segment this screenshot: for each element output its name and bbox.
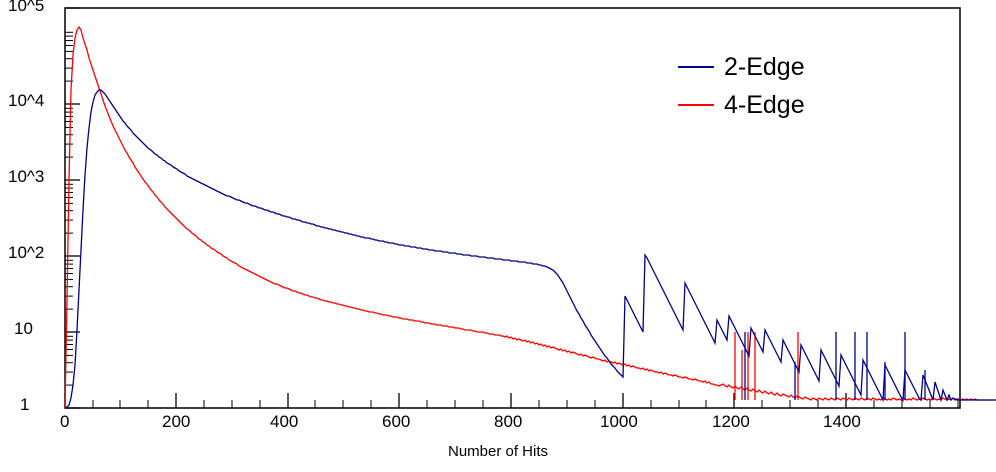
legend-label-2edge: 2-Edge [724, 53, 805, 82]
legend-label-4edge: 4-Edge [724, 91, 805, 120]
x-tick-label-400: 400 [270, 412, 298, 432]
x-tick-label-1000: 1000 [600, 412, 638, 432]
x-tick-label-600: 600 [382, 412, 410, 432]
chart-svg [0, 0, 996, 472]
x-tick-label-1200: 1200 [712, 412, 750, 432]
chart-legend: 2-Edge 4-Edge [678, 48, 805, 124]
histogram-chart: 1 10 10^2 10^3 10^4 10^5 0 200 400 600 8… [0, 0, 996, 472]
y-tick-label-3: 10^2 [8, 243, 44, 263]
x-tick-label-0: 0 [60, 412, 69, 432]
series-2edge-line [65, 90, 996, 408]
x-axis-minor-ticks [93, 400, 958, 408]
series-4edge-line [65, 27, 996, 408]
x-tick-label-1400: 1400 [823, 412, 861, 432]
legend-swatch-2edge [678, 66, 714, 68]
x-tick-label-800: 800 [494, 412, 522, 432]
legend-item-2edge[interactable]: 2-Edge [678, 48, 805, 86]
y-tick-label-1: 1 [20, 395, 29, 415]
y-tick-label-6: 10^5 [8, 0, 44, 16]
y-tick-label-4: 10^3 [8, 167, 44, 187]
x-tick-label-200: 200 [162, 412, 190, 432]
y-tick-label-5: 10^4 [8, 91, 44, 111]
y-tick-label-2: 10 [14, 319, 33, 339]
legend-swatch-4edge [678, 104, 714, 106]
x-axis-title: Number of Hits [0, 443, 996, 460]
legend-item-4edge[interactable]: 4-Edge [678, 86, 805, 124]
plot-border [65, 8, 960, 408]
